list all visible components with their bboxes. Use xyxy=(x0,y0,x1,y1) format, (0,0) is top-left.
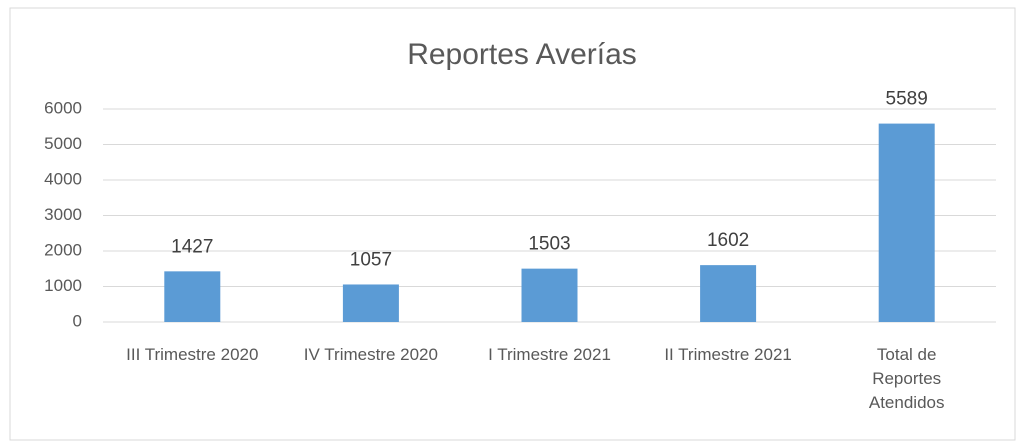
x-tick-label: I Trimestre 2021 xyxy=(488,345,611,364)
data-label: 1503 xyxy=(528,234,570,255)
y-tick-label: 4000 xyxy=(44,169,82,188)
data-label: 1427 xyxy=(171,236,213,257)
x-tick-label: Total de Reportes Atendidos xyxy=(868,345,945,412)
y-tick-label: 6000 xyxy=(44,98,82,117)
y-tick-label: 2000 xyxy=(44,240,82,259)
bar xyxy=(521,268,578,322)
y-tick-label: 1000 xyxy=(44,276,82,295)
bar xyxy=(878,123,935,322)
data-label: 1057 xyxy=(350,249,392,270)
chart-border xyxy=(9,7,1016,441)
data-label: 5589 xyxy=(886,89,928,110)
bar xyxy=(700,265,757,322)
data-label: 1602 xyxy=(707,230,749,251)
chart-title: Reportes Averías xyxy=(407,38,637,71)
y-tick-label: 0 xyxy=(73,311,82,330)
bar xyxy=(164,271,221,322)
x-tick-label: III Trimestre 2020 xyxy=(126,345,259,364)
y-tick-label: 5000 xyxy=(44,134,82,153)
y-tick-label: 3000 xyxy=(44,205,82,224)
bar xyxy=(342,284,399,322)
x-tick-label: IV Trimestre 2020 xyxy=(303,345,438,364)
x-tick-label: II Trimestre 2021 xyxy=(664,345,792,364)
